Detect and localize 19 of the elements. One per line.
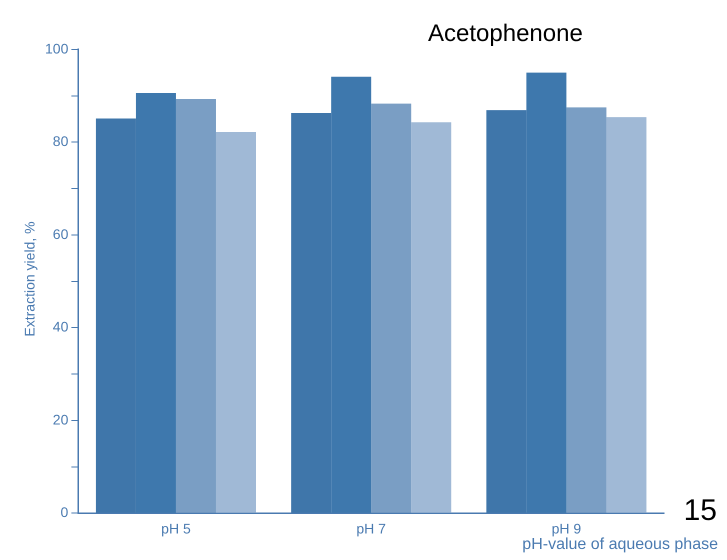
x-tick-label: pH 5 [161,520,191,536]
y-tick-label: 20 [52,411,69,428]
bar [411,122,452,513]
y-tick-label: 100 [45,40,69,56]
bar [566,107,606,513]
x-axis-title: pH-value of aqueous phase [521,536,719,554]
chart-title: Acetophenone [428,20,583,48]
x-tick-label: pH 7 [356,520,386,536]
bar [606,117,646,513]
y-tick-label: 40 [52,318,69,335]
y-tick-label: 80 [52,133,69,150]
bar [371,104,412,513]
y-tick-label: 60 [52,226,69,242]
y-tick-label: 0 [60,504,69,520]
y-axis-title: Extraction yield, % [22,221,38,337]
bar [176,99,216,513]
x-tick-label: pH 9 [552,520,582,536]
text: 15 [684,494,717,528]
bar [216,132,256,513]
